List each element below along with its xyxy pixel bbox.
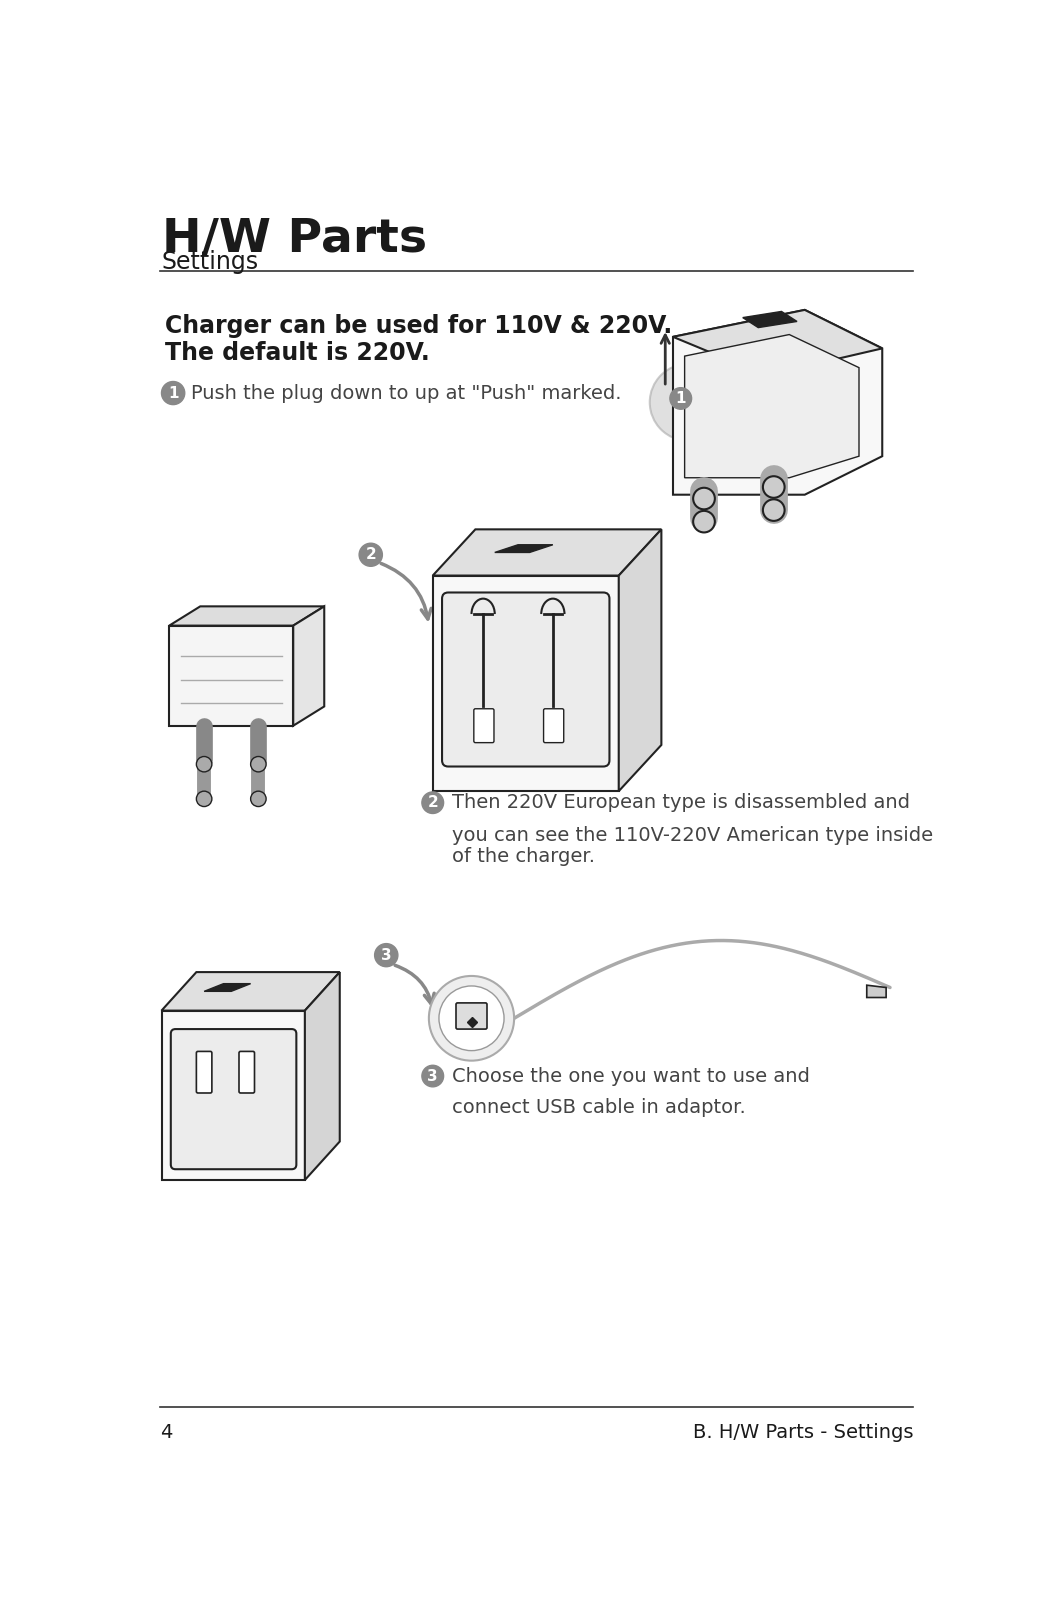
Circle shape xyxy=(693,488,715,509)
Polygon shape xyxy=(162,1011,305,1179)
Text: 3: 3 xyxy=(381,948,392,962)
Text: of the charger.: of the charger. xyxy=(452,847,595,867)
Text: Push the plug down to up at "Push" marked.: Push the plug down to up at "Push" marke… xyxy=(191,384,621,402)
FancyBboxPatch shape xyxy=(171,1029,296,1170)
Polygon shape xyxy=(205,983,251,991)
Text: 4: 4 xyxy=(160,1422,172,1442)
Circle shape xyxy=(251,757,266,771)
Text: you can see the 110V-220V American type inside: you can see the 110V-220V American type … xyxy=(452,826,933,844)
Polygon shape xyxy=(433,530,662,575)
Circle shape xyxy=(438,987,504,1051)
Circle shape xyxy=(429,975,514,1061)
Text: 1: 1 xyxy=(168,386,179,400)
Text: 3: 3 xyxy=(427,1069,438,1084)
Polygon shape xyxy=(742,311,797,327)
Polygon shape xyxy=(495,544,553,552)
Polygon shape xyxy=(293,606,325,726)
FancyBboxPatch shape xyxy=(196,1051,212,1094)
Polygon shape xyxy=(619,530,662,791)
Polygon shape xyxy=(433,575,619,791)
Text: H/W Parts: H/W Parts xyxy=(162,217,427,262)
Polygon shape xyxy=(673,309,882,494)
Circle shape xyxy=(763,476,785,497)
Text: 2: 2 xyxy=(365,548,376,562)
FancyBboxPatch shape xyxy=(474,710,494,742)
Text: B. H/W Parts - Settings: B. H/W Parts - Settings xyxy=(693,1422,914,1442)
Text: Charger can be used for 110V & 220V.: Charger can be used for 110V & 220V. xyxy=(165,314,672,337)
Circle shape xyxy=(422,792,444,813)
Polygon shape xyxy=(867,985,886,998)
FancyBboxPatch shape xyxy=(442,593,610,766)
Polygon shape xyxy=(673,309,882,376)
Circle shape xyxy=(670,387,691,410)
Circle shape xyxy=(763,499,785,522)
Text: connect USB cable in adaptor.: connect USB cable in adaptor. xyxy=(452,1098,745,1116)
Polygon shape xyxy=(305,972,339,1179)
FancyBboxPatch shape xyxy=(456,1003,487,1029)
Polygon shape xyxy=(685,335,859,478)
Polygon shape xyxy=(162,972,339,1011)
Circle shape xyxy=(196,791,212,807)
Circle shape xyxy=(251,791,266,807)
Circle shape xyxy=(649,364,728,441)
Circle shape xyxy=(162,382,185,405)
Circle shape xyxy=(422,1066,444,1087)
Text: 2: 2 xyxy=(427,795,438,810)
Polygon shape xyxy=(169,625,293,726)
Circle shape xyxy=(693,510,715,533)
Circle shape xyxy=(359,543,382,567)
Text: 1: 1 xyxy=(675,390,686,407)
Text: Settings: Settings xyxy=(162,249,259,274)
Polygon shape xyxy=(169,606,325,625)
Text: Then 220V European type is disassembled and: Then 220V European type is disassembled … xyxy=(452,794,910,812)
Text: Choose the one you want to use and: Choose the one you want to use and xyxy=(452,1066,810,1085)
FancyBboxPatch shape xyxy=(239,1051,255,1094)
Circle shape xyxy=(375,943,398,967)
Circle shape xyxy=(196,757,212,771)
Text: The default is 220V.: The default is 220V. xyxy=(165,340,430,364)
FancyBboxPatch shape xyxy=(544,710,564,742)
